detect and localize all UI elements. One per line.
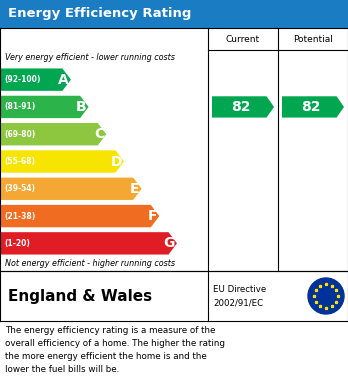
- Text: (21-38): (21-38): [4, 212, 35, 221]
- Polygon shape: [0, 232, 177, 255]
- Text: G: G: [164, 236, 175, 250]
- Text: The energy efficiency rating is a measure of the
overall efficiency of a home. T: The energy efficiency rating is a measur…: [5, 326, 225, 373]
- Text: 82: 82: [231, 100, 251, 114]
- Polygon shape: [0, 150, 124, 173]
- Text: Current: Current: [226, 34, 260, 43]
- Text: Potential: Potential: [293, 34, 333, 43]
- Text: (92-100): (92-100): [4, 75, 40, 84]
- Circle shape: [308, 278, 344, 314]
- Text: (1-20): (1-20): [4, 239, 30, 248]
- Text: 82: 82: [301, 100, 321, 114]
- Text: F: F: [148, 209, 157, 223]
- Text: England & Wales: England & Wales: [8, 289, 152, 303]
- Text: B: B: [76, 100, 87, 114]
- Text: E: E: [130, 182, 140, 196]
- Text: Energy Efficiency Rating: Energy Efficiency Rating: [8, 7, 191, 20]
- Text: (81-91): (81-91): [4, 102, 35, 111]
- Text: C: C: [94, 127, 104, 141]
- Bar: [0, 0, 348, 28]
- Text: (39-54): (39-54): [4, 184, 35, 193]
- Polygon shape: [0, 205, 159, 227]
- Text: 2002/91/EC: 2002/91/EC: [213, 298, 263, 307]
- Text: (55-68): (55-68): [4, 157, 35, 166]
- Text: (69-80): (69-80): [4, 130, 35, 139]
- Polygon shape: [0, 123, 106, 145]
- Polygon shape: [0, 68, 71, 91]
- Text: Very energy efficient - lower running costs: Very energy efficient - lower running co…: [5, 54, 175, 63]
- Polygon shape: [0, 178, 142, 200]
- Polygon shape: [0, 96, 89, 118]
- Text: Not energy efficient - higher running costs: Not energy efficient - higher running co…: [5, 260, 175, 269]
- Text: D: D: [110, 154, 122, 169]
- Polygon shape: [212, 96, 274, 118]
- Text: A: A: [58, 73, 69, 87]
- Text: EU Directive: EU Directive: [213, 285, 266, 294]
- Polygon shape: [282, 96, 344, 118]
